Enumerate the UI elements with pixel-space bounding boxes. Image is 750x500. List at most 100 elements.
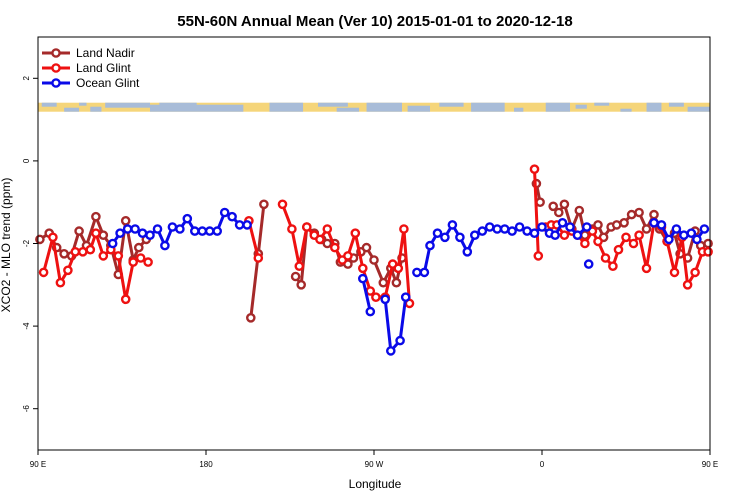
data-point — [91, 211, 101, 222]
ocean-band-segment — [514, 107, 524, 112]
data-point — [400, 292, 411, 303]
data-point — [107, 238, 118, 249]
legend-item: Land Nadir — [42, 46, 135, 60]
data-point — [533, 251, 544, 261]
legend-marker — [51, 48, 61, 58]
data-point — [160, 240, 170, 251]
chart-title: 55N-60N Annual Mean (Ver 10) 2015-01-01 … — [177, 13, 572, 30]
data-point — [499, 224, 510, 234]
data-point — [656, 220, 667, 230]
data-point — [522, 226, 532, 236]
data-point — [690, 267, 700, 278]
ocean-band-segment — [41, 102, 57, 107]
data-point — [611, 220, 622, 230]
data-point — [135, 253, 146, 263]
data-point — [432, 228, 443, 238]
data-point — [197, 226, 208, 236]
data-point — [212, 226, 222, 236]
data-point — [399, 224, 409, 234]
data-point — [514, 222, 525, 232]
ocean-band-segment — [90, 106, 102, 112]
data-point — [343, 251, 353, 261]
legend-label: Land Glint — [76, 61, 131, 75]
data-point — [626, 209, 637, 220]
legend-marker — [51, 63, 61, 73]
data-point — [55, 277, 66, 288]
data-point — [91, 228, 101, 238]
data-point — [507, 226, 517, 236]
ocean-band-segment — [471, 102, 505, 112]
data-point — [182, 213, 193, 224]
data-point — [380, 294, 391, 305]
data-point — [699, 224, 710, 234]
data-point — [242, 220, 252, 230]
data-point — [600, 253, 611, 263]
land-mask-band — [38, 102, 710, 112]
data-point — [120, 294, 131, 305]
data-point — [671, 224, 682, 234]
data-point — [582, 222, 592, 232]
data-point — [369, 255, 379, 265]
data-point — [322, 238, 333, 249]
data-point — [259, 199, 269, 210]
data-point — [143, 257, 153, 267]
data-point — [641, 263, 652, 274]
x-axis: 90 E 180 90 W 0 90 E — [30, 450, 718, 469]
x-tick-label: 90 E — [30, 460, 46, 469]
data-point — [245, 312, 256, 323]
data-point — [322, 224, 333, 234]
data-point — [74, 226, 84, 236]
data-point — [115, 228, 125, 238]
ocean-band-segment — [407, 105, 430, 112]
y-tick-label: 0 — [22, 158, 31, 163]
y-tick-label: -4 — [22, 322, 31, 330]
data-point — [296, 279, 307, 290]
ocean-band-segment — [594, 102, 610, 106]
data-point — [113, 251, 124, 261]
data-point — [393, 263, 404, 274]
legend-marker — [51, 78, 61, 88]
data-point — [621, 232, 631, 243]
data-point — [529, 228, 540, 238]
data-point — [613, 244, 624, 255]
ocean-band-segment — [575, 104, 587, 109]
data-point — [365, 306, 376, 317]
data-point — [559, 230, 570, 240]
ocean-band-segment — [668, 102, 684, 107]
y-axis: 2 0 -2 -4 -6 — [22, 76, 38, 413]
data-point — [290, 271, 301, 282]
ocean-band-segment — [366, 102, 402, 112]
data-point — [537, 222, 547, 232]
series-line — [533, 169, 540, 256]
data-point — [78, 246, 88, 257]
data-point — [361, 242, 372, 253]
data-point — [455, 232, 465, 243]
data-point — [649, 209, 659, 220]
data-point — [548, 201, 559, 212]
data-point — [649, 217, 659, 228]
data-point — [175, 224, 185, 234]
ocean-band-segment — [545, 102, 570, 112]
ocean-band-segment — [687, 106, 710, 112]
data-point — [167, 222, 178, 232]
data-point — [419, 267, 430, 278]
data-point — [565, 222, 575, 232]
data-point — [133, 242, 144, 253]
ocean-band-segment — [150, 104, 244, 112]
ocean-band-segment — [318, 102, 348, 107]
ocean-band-segment — [79, 102, 87, 106]
data-point — [469, 230, 480, 240]
series-ocean-glint — [107, 207, 710, 356]
data-point — [128, 257, 138, 267]
data-point — [391, 277, 402, 288]
data-point — [557, 217, 568, 228]
data-point — [572, 230, 583, 240]
ocean-band-segment — [269, 102, 304, 112]
data-point — [85, 244, 96, 255]
y-tick-label: 2 — [22, 76, 31, 81]
y-tick-label: -6 — [22, 405, 31, 413]
data-point — [219, 207, 230, 218]
data-point — [315, 234, 325, 245]
